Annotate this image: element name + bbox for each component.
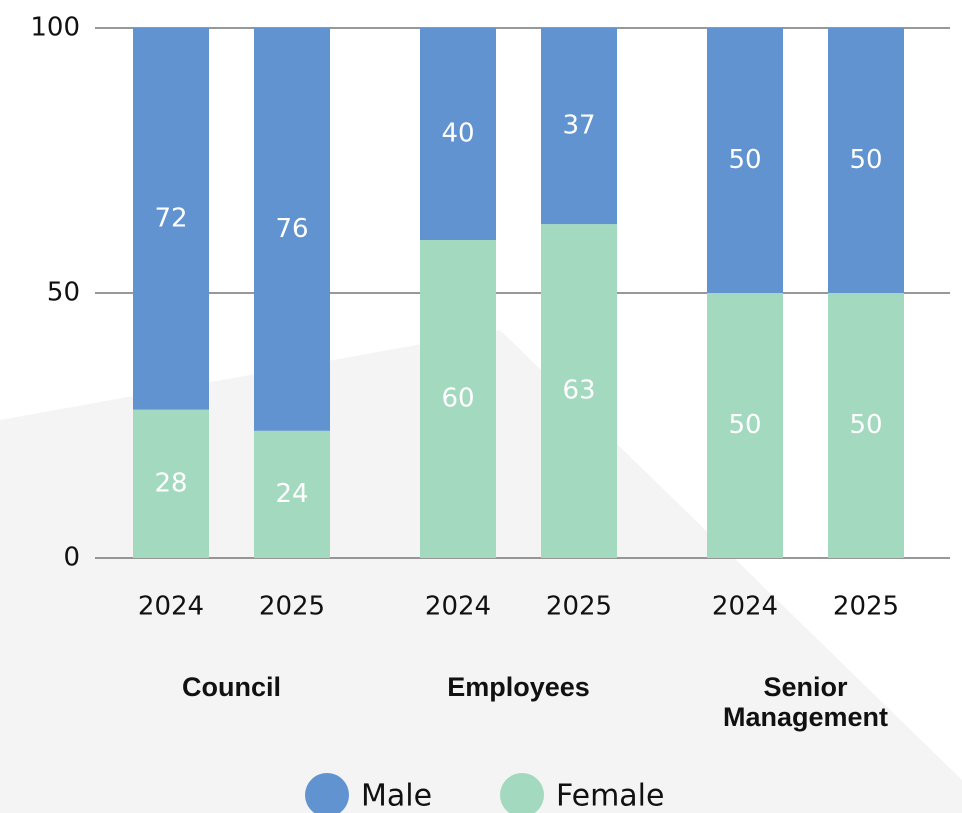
value-label: 60	[441, 384, 474, 414]
value-label: 50	[849, 410, 882, 440]
x-tick-label: 2025	[259, 592, 325, 622]
legend-label: Female	[556, 779, 664, 813]
bar-segment	[828, 293, 904, 558]
bar-segment	[254, 28, 330, 431]
value-label: 37	[562, 111, 595, 141]
legend-label: Male	[361, 779, 432, 813]
bar-segment	[420, 240, 496, 558]
bar-segment	[707, 28, 783, 293]
value-label: 24	[275, 479, 308, 509]
x-tick-label: 2025	[546, 592, 612, 622]
bar-segment	[254, 430, 330, 558]
x-tick-label: 2024	[712, 592, 778, 622]
x-tick-label: 2024	[138, 592, 204, 622]
value-label: 28	[154, 468, 187, 498]
x-tick-label: 2025	[833, 592, 899, 622]
y-tick-label: 50	[47, 278, 80, 308]
value-label: 40	[441, 119, 474, 149]
group-label: Employees	[447, 672, 590, 702]
group-label: Council	[182, 672, 281, 702]
bar-segment	[541, 224, 617, 558]
background-shape	[0, 330, 962, 813]
x-tick-label: 2024	[425, 592, 491, 622]
value-label: 76	[275, 214, 308, 244]
value-label: 50	[728, 145, 761, 175]
value-label: 50	[728, 410, 761, 440]
group-label: Senior Management	[722, 672, 889, 732]
bar-segment	[133, 409, 209, 558]
y-tick-label: 100	[30, 13, 80, 43]
legend-marker	[500, 773, 544, 813]
value-label: 50	[849, 145, 882, 175]
value-label: 72	[154, 203, 187, 233]
bar-segment	[541, 28, 617, 225]
legend-marker	[305, 773, 349, 813]
bar-segment	[828, 28, 904, 293]
y-tick-label: 0	[63, 543, 80, 573]
bar-segment	[133, 28, 209, 410]
value-label: 63	[562, 376, 595, 406]
bar-segment	[420, 28, 496, 240]
bar-segment	[707, 293, 783, 558]
